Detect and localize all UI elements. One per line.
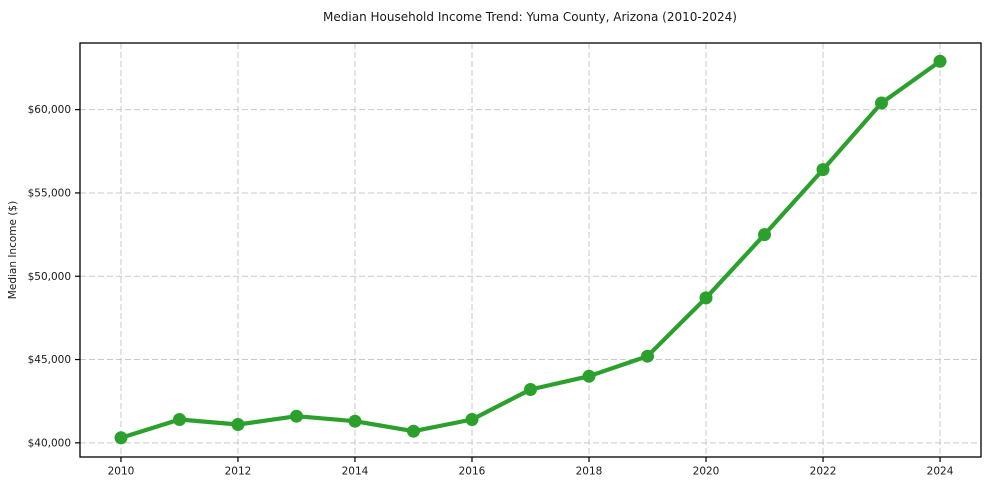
data-point <box>582 369 596 383</box>
y-tick-label: $45,000 <box>28 354 71 366</box>
data-point <box>758 228 771 242</box>
y-tick-label: $50,000 <box>28 271 71 283</box>
y-tick-label: $40,000 <box>28 437 71 449</box>
data-point <box>524 383 537 396</box>
x-tick-label: 2010 <box>108 466 135 478</box>
plot-border <box>79 42 982 458</box>
data-point <box>641 349 654 363</box>
x-tick-label: 2014 <box>342 466 369 478</box>
data-point <box>348 414 362 428</box>
data-point <box>699 291 713 305</box>
data-point <box>114 431 128 445</box>
x-tick-label: 2022 <box>810 466 837 478</box>
data-point <box>173 413 186 426</box>
chart-title: Median Household Income Trend: Yuma Coun… <box>323 10 737 24</box>
x-tick-label: 2020 <box>693 466 720 478</box>
y-axis-title: Median Income ($) <box>7 201 19 299</box>
trend-line <box>118 59 943 440</box>
data-point <box>933 54 947 68</box>
data-point <box>231 418 245 431</box>
x-tick-label: 2012 <box>225 466 252 478</box>
data-series <box>114 54 947 445</box>
data-point <box>407 424 420 438</box>
data-point <box>290 409 303 423</box>
axes: $40,000 $45,000 $50,000 $55,000 $60,000 2010 2… <box>28 42 982 478</box>
gridlines <box>80 43 981 457</box>
y-tick-label: $55,000 <box>28 188 71 200</box>
x-tick-label: 2016 <box>459 466 486 478</box>
data-point <box>465 413 479 426</box>
x-tick-label: 2018 <box>576 466 603 478</box>
data-point <box>875 96 888 110</box>
data-point <box>816 163 830 177</box>
y-tick-label: $60,000 <box>28 104 71 116</box>
x-tick-label: 2024 <box>927 466 954 478</box>
